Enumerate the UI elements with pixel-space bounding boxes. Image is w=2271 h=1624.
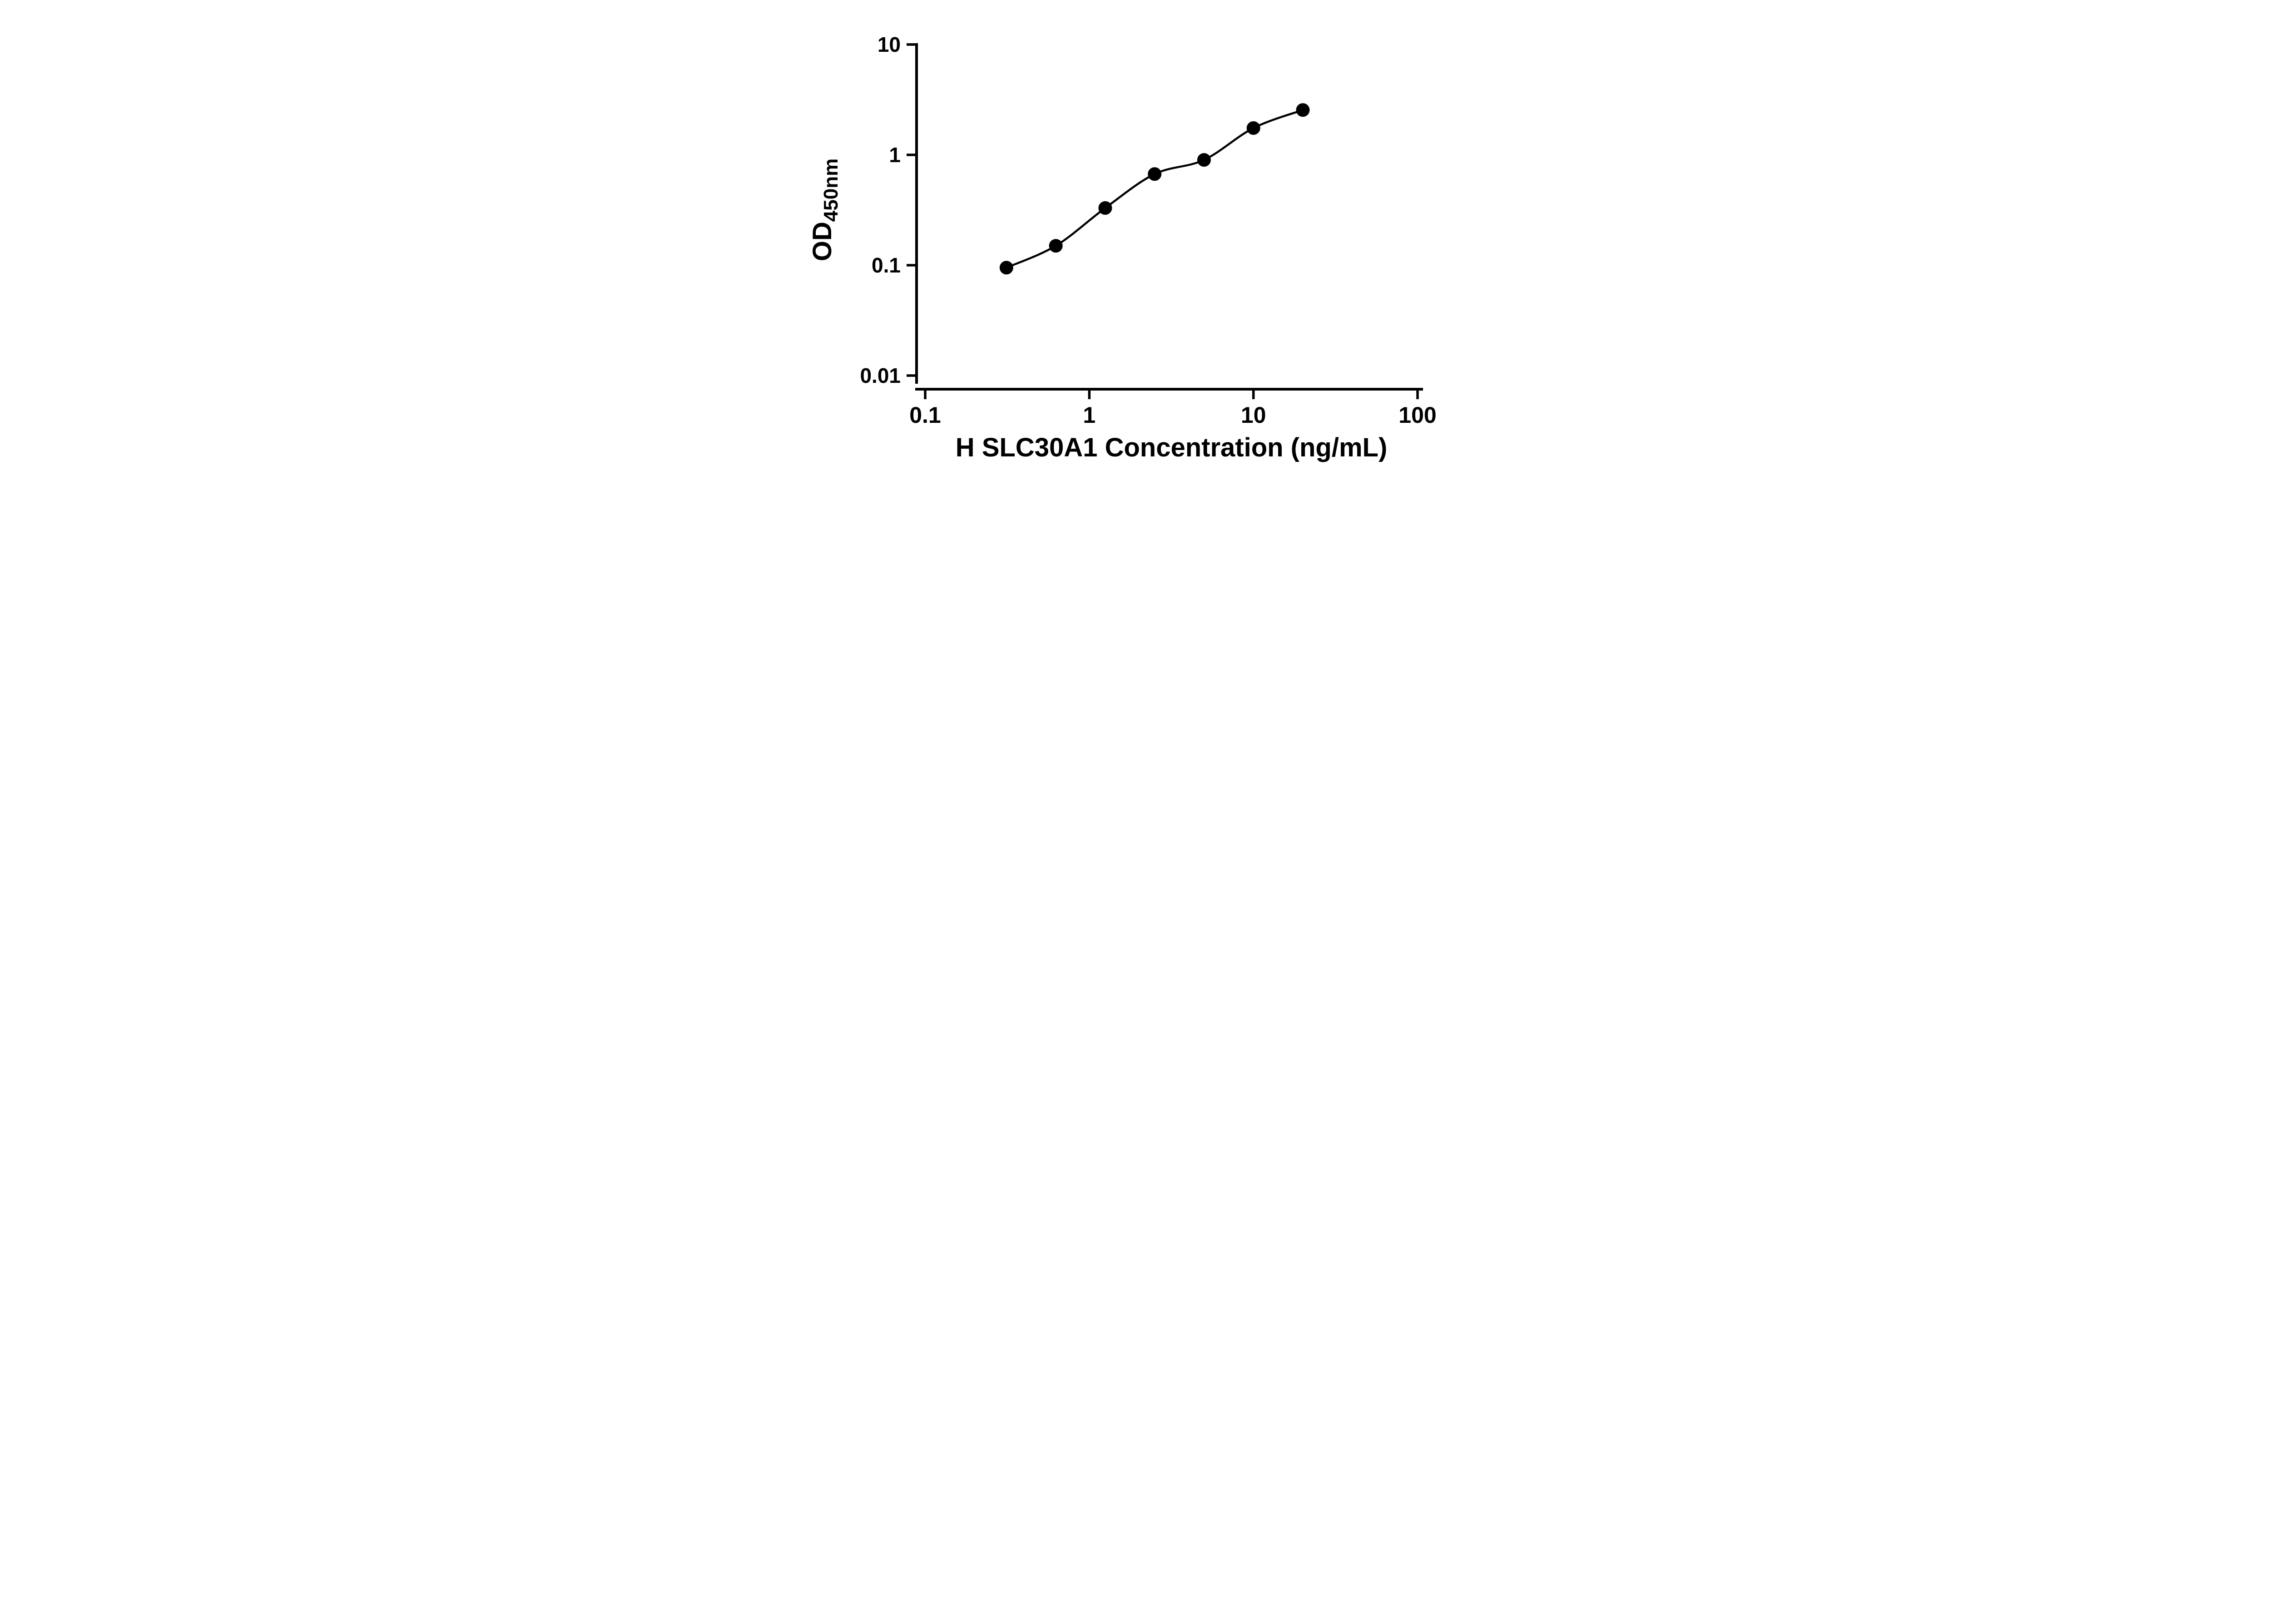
y-axis-tick-labels: 10 1 0.1 0.01 [860,33,901,387]
data-point [1296,103,1310,117]
x-axis: 0.1 1 10 100 [909,388,1437,428]
y-tick-label: 10 [878,33,901,56]
y-axis: 10 1 0.1 0.01 [860,33,918,387]
y-axis-title-subscript: 450nm [820,158,842,222]
y-tick-label: 0.01 [860,364,901,387]
y-axis-title-main: OD [808,222,837,261]
y-axis-title: OD450nm [808,158,842,261]
y-tick-label: 0.1 [872,253,901,277]
data-point [999,261,1013,275]
x-tick-label: 10 [1241,402,1266,428]
data-point [1246,121,1260,135]
data-point [1098,201,1112,215]
chart-canvas: 10 1 0.1 0.01 0.1 1 10 100 H SLC30A1 Concentra… [808,33,1437,462]
elisa-standard-curve-chart: 10 1 0.1 0.01 0.1 1 10 100 H SLC30A1 Concentra… [783,0,1488,487]
data-points [999,103,1310,275]
data-point [1049,239,1063,253]
x-axis-tick-labels: 0.1 1 10 100 [909,402,1436,428]
data-point [1197,153,1211,167]
x-axis-ticks [924,389,1419,399]
x-axis-title: H SLC30A1 Concentration (ng/mL) [956,433,1388,462]
y-axis-ticks [907,43,917,377]
data-point [1148,167,1162,181]
x-tick-label: 1 [1083,402,1096,428]
y-tick-label: 1 [889,143,901,167]
x-tick-label: 100 [1398,402,1436,428]
x-tick-label: 0.1 [909,402,941,428]
